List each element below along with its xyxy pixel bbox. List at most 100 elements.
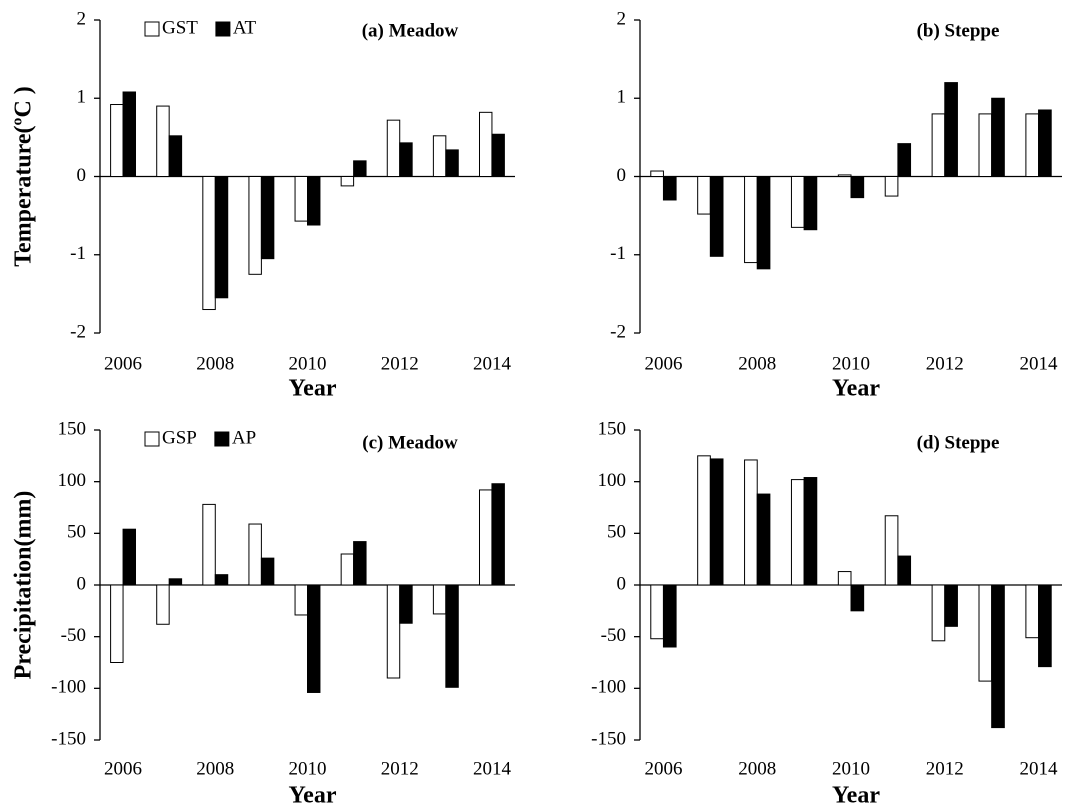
y-tick-label: 2 [617,8,627,29]
legend-swatch [144,431,160,447]
y-tick-label: -50 [61,625,86,646]
bar [1038,584,1052,668]
y-tick-label: 100 [58,470,87,491]
bar [156,584,170,625]
y-tick-label: -1 [70,243,86,264]
bar [294,176,308,222]
bar [756,493,771,586]
bar [697,176,711,215]
bar [991,97,1005,177]
bar [432,584,447,615]
x-axis-title: Year [289,783,337,809]
x-axis-title: Year [289,376,337,402]
bar [744,176,758,264]
bar [850,176,865,199]
x-tick-label: 2010 [289,758,327,779]
y-tick-label: -150 [591,728,626,749]
y-tick-label: 0 [617,573,627,594]
bar [1038,109,1052,177]
y-tick-label: 150 [58,418,87,439]
bar [202,176,216,311]
x-tick-label: 2010 [832,353,870,374]
x-tick-label: 2010 [289,353,327,374]
legend-swatch [215,21,231,37]
bar [897,555,912,586]
y-tick-label: -100 [51,677,86,698]
bar [884,515,899,586]
y-axis-title: Temperature(ºC ) [11,86,37,267]
y-tick-label: 0 [77,573,87,594]
x-tick-label: 2012 [381,353,419,374]
x-tick-label: 2008 [738,353,776,374]
bar [110,104,124,177]
x-tick-label: 2014 [473,758,512,779]
x-tick-label: 2012 [926,758,964,779]
bar [168,578,183,586]
bar [931,113,946,177]
x-tick-label: 2012 [926,353,964,374]
bar [399,584,413,624]
bar [478,111,493,177]
bar [491,133,505,177]
bar [340,553,355,586]
x-tick-label: 2006 [644,758,682,779]
bar [709,176,724,257]
bar [399,142,413,177]
legend-label: GSP [162,427,197,448]
y-tick-label: 50 [607,522,626,543]
bar [897,143,912,177]
x-tick-label: 2010 [832,758,870,779]
legend-swatch [144,21,160,37]
bar [697,455,711,586]
legend-swatch [214,431,230,447]
bar [340,176,355,187]
bar [837,174,852,177]
bar [744,459,758,586]
chart-title: (c) Meadow [362,432,458,453]
bar [248,523,262,586]
bar [944,584,958,627]
y-axis-title: Precipitation(mm) [11,491,37,680]
chart-title: (b) Steppe [917,20,1000,41]
bar [850,584,865,612]
y-tick-label: -2 [610,321,626,342]
bar [478,489,493,586]
bar [662,584,677,648]
bar [214,176,229,299]
y-tick-label: -50 [601,625,626,646]
bar [168,135,183,177]
x-tick-label: 2008 [196,758,234,779]
y-tick-label: -100 [591,677,626,698]
y-tick-label: 2 [77,8,87,29]
bar [1025,113,1040,177]
y-tick-label: -2 [70,321,86,342]
bar [432,135,447,177]
bar [790,479,805,586]
bar [491,483,505,586]
bar [353,160,367,178]
y-tick-label: 0 [617,165,627,186]
bar [122,91,137,177]
x-tick-label: 2014 [473,353,512,374]
bar [662,176,677,201]
bar [260,176,275,260]
bar [445,149,459,178]
panel: -2 -1 0 1 2 2006 2008 2010 2012 2014 (b) Steppe Yea… [610,8,1062,402]
y-tick-label: 100 [598,470,627,491]
bar [156,105,170,177]
bar [386,119,401,178]
bar [931,584,946,642]
x-tick-label: 2006 [644,353,682,374]
y-tick-label: 1 [617,87,627,108]
y-tick-label: 0 [77,165,87,186]
bar [944,82,958,177]
bar [709,458,724,586]
chart-title: (a) Meadow [362,20,459,41]
panel: -150 -100 -50 0 50 100 150 2006 2008 2010 2012 2014… [591,418,1062,809]
bar [214,574,229,586]
bar [445,584,459,688]
bar [294,584,308,616]
x-tick-label: 2014 [1020,758,1059,779]
